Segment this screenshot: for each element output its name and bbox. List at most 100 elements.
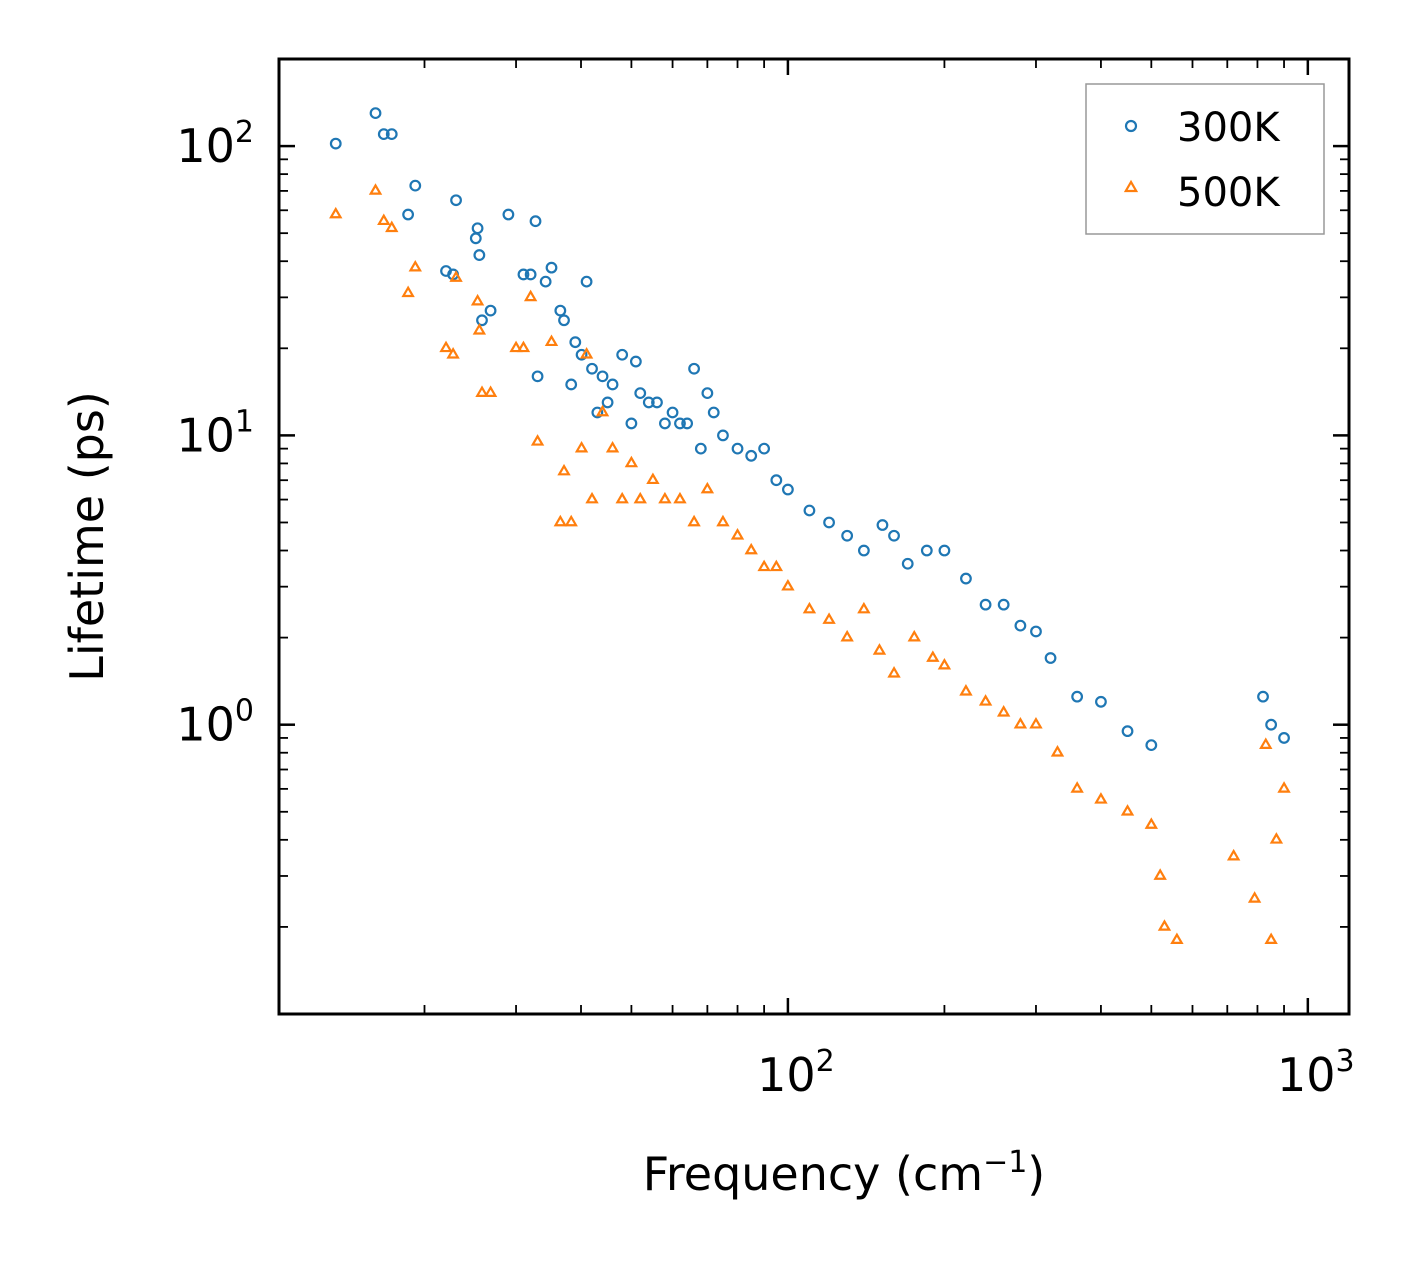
x-tick-label-exponent: 2 — [816, 1044, 835, 1079]
point-500k — [564, 514, 578, 527]
point-500k — [716, 514, 730, 527]
point-500k — [516, 340, 531, 353]
point-500k — [1170, 932, 1184, 944]
point-500k — [769, 559, 784, 572]
point-500k — [509, 340, 523, 353]
point-300k — [770, 474, 783, 487]
x-axis-title-main: Frequency (cm — [643, 1147, 983, 1201]
point-500k — [978, 694, 993, 706]
point-500k — [439, 340, 453, 353]
y-tick-label-exponent: 2 — [235, 115, 254, 150]
point-300k — [920, 544, 933, 557]
point-300k — [625, 417, 638, 430]
point-300k — [1071, 690, 1084, 703]
point-300k — [1145, 739, 1158, 752]
y-axis-title: Lifetime (ps) — [60, 391, 114, 682]
point-500k — [605, 440, 620, 453]
y-tick-label-base: 10 — [176, 408, 235, 462]
point-500k — [1070, 781, 1084, 793]
point-500k — [530, 434, 545, 446]
point-500k — [401, 285, 415, 298]
point-300k — [476, 314, 488, 327]
point-300k — [701, 387, 714, 400]
point-500k — [1013, 717, 1028, 729]
point-500k — [658, 491, 672, 504]
point-500k — [1277, 781, 1291, 793]
point-500k — [887, 666, 901, 678]
point-300k — [642, 396, 655, 409]
point-500k — [781, 578, 795, 591]
point-300k — [707, 406, 720, 419]
point-300k — [502, 208, 515, 221]
point-300k — [580, 275, 593, 288]
series-500k — [329, 183, 1291, 944]
legend-label-500k: 500K — [1177, 170, 1281, 216]
point-300k — [524, 268, 537, 281]
point-300k — [591, 406, 604, 419]
point-300k — [876, 519, 889, 531]
y-tick-label-base: 10 — [176, 119, 235, 173]
point-300k — [997, 598, 1010, 611]
legend-label-300k: 300K — [1177, 105, 1281, 151]
point-500k — [377, 213, 391, 226]
point-500k — [1144, 817, 1159, 829]
point-300k — [558, 314, 570, 327]
x-axis-title-end: ) — [1027, 1147, 1045, 1201]
plot-frame — [277, 57, 1351, 1016]
point-500k — [368, 183, 383, 195]
point-300k — [616, 348, 629, 361]
point-500k — [523, 289, 538, 302]
point-300k — [960, 572, 972, 585]
point-300k — [385, 128, 398, 141]
legend: 300K 500K — [1085, 83, 1325, 235]
point-500k — [595, 404, 610, 417]
point-300k — [606, 378, 619, 391]
point-300k — [1278, 732, 1290, 744]
point-300k — [1030, 625, 1042, 638]
point-300k — [402, 208, 415, 221]
point-500k — [840, 629, 854, 642]
point-500k — [557, 463, 571, 476]
y-tick-label-exponent: 0 — [235, 694, 254, 729]
point-500k — [1094, 792, 1108, 804]
point-500k — [744, 542, 758, 555]
point-300k — [688, 362, 700, 375]
point-500k — [1264, 932, 1278, 944]
y-tick-label: 101 — [176, 404, 254, 462]
point-500k — [646, 472, 660, 485]
point-500k — [907, 629, 921, 642]
legend-box — [1085, 83, 1325, 235]
point-500k — [446, 347, 460, 359]
point-500k — [1226, 848, 1241, 861]
point-300k — [857, 544, 870, 557]
point-500k — [585, 491, 599, 504]
y-tick-label-base: 10 — [176, 698, 235, 752]
point-300k — [569, 336, 582, 349]
point-300k — [1044, 652, 1057, 664]
point-500k — [329, 206, 343, 219]
point-300k — [1257, 690, 1269, 703]
point-300k — [369, 107, 382, 120]
point-500k — [1269, 832, 1284, 844]
point-500k — [802, 601, 817, 614]
point-500k — [1157, 919, 1172, 931]
point-500k — [470, 293, 485, 306]
point-500k — [996, 705, 1011, 717]
point-300k — [586, 362, 598, 375]
y-tick-label: 102 — [176, 115, 254, 173]
point-300k — [450, 194, 462, 207]
point-300k — [901, 557, 914, 570]
legend-marker-500k — [1123, 179, 1139, 193]
x-axis-title: Frequency (cm−1) — [643, 1145, 1046, 1201]
point-500k — [475, 385, 489, 397]
point-300k — [758, 442, 771, 455]
x-tick-label: 103 — [1277, 1044, 1355, 1102]
point-300k — [539, 275, 552, 288]
y-tick-label-exponent: 1 — [235, 404, 254, 439]
x-axis-title-superscript: −1 — [983, 1145, 1027, 1180]
point-500k — [1259, 737, 1273, 749]
point-300k — [694, 442, 707, 455]
point-300k — [575, 348, 588, 361]
